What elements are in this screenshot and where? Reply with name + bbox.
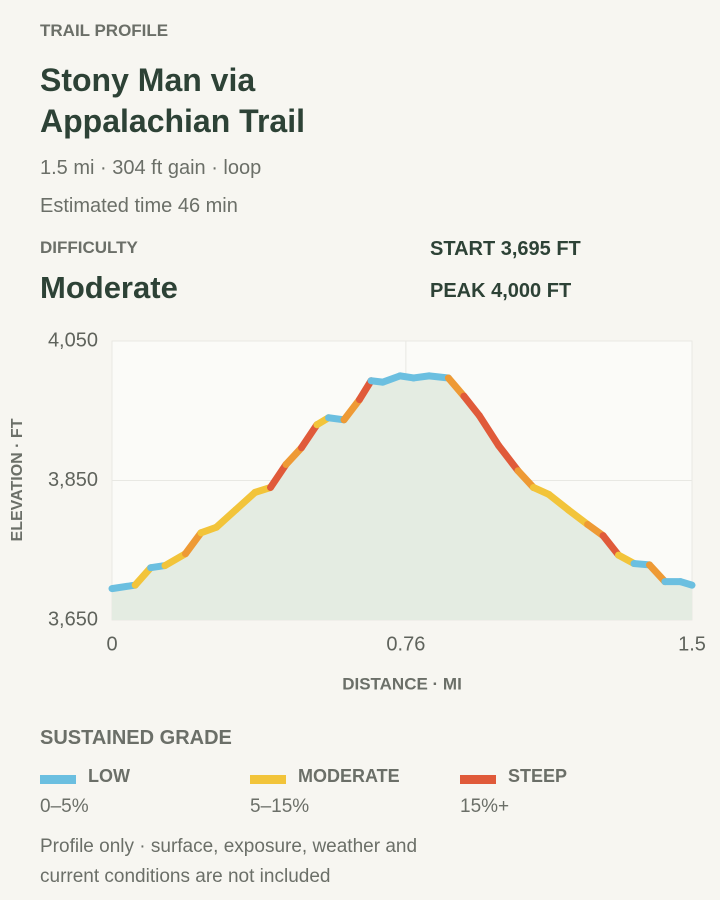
grade-segment [514, 467, 537, 491]
grade-segment [282, 444, 305, 468]
elevation-area [112, 375, 692, 620]
difficulty-value: Moderate [40, 270, 178, 305]
y-tick-label: 3,650 [48, 608, 98, 630]
grade-segment [460, 392, 483, 420]
legend-swatch [250, 775, 286, 784]
time: Estimated time 46 min [40, 195, 238, 217]
x-tick-label: 1.5 [678, 633, 706, 655]
legend-name: LOW [88, 766, 130, 786]
grade-segment [475, 412, 503, 450]
y-tick-label: 4,050 [48, 329, 98, 351]
grade-segment [267, 460, 290, 491]
grade-segment [108, 581, 139, 593]
x-axis-title: DISTANCE · MI [342, 674, 462, 693]
meta: 1.5 mi · 304 ft gain · loop [40, 157, 262, 179]
legend-swatch [460, 775, 496, 784]
grade-segment [545, 490, 572, 514]
title: Stony Man via Appalachian Trail [40, 62, 305, 139]
grade-segment [161, 550, 189, 570]
start-stat: START 3,695 FT [430, 238, 581, 260]
y-tick-label: 3,850 [48, 469, 98, 491]
grade-segment [676, 578, 696, 589]
grade-segment [340, 396, 363, 424]
grade-segment [495, 442, 522, 475]
legend-range: 0–5% [40, 796, 89, 817]
grade-segment [297, 421, 321, 452]
grade-segment [645, 561, 669, 586]
legend-range: 5–15% [250, 796, 310, 817]
footnote: Profile only · surface, exposure, weathe… [40, 836, 418, 887]
grade-segment [564, 506, 592, 528]
grade-segment [355, 377, 375, 404]
difficulty-label: DIFFICULTY [40, 238, 138, 257]
legend-range: 15%+ [460, 796, 510, 817]
grade-segment [131, 564, 155, 589]
eyebrow: TRAIL PROFILE [40, 21, 169, 40]
legend-name: MODERATE [298, 766, 400, 786]
x-tick-label: 0.76 [386, 633, 425, 655]
x-tick-label: 0 [106, 633, 117, 655]
grade-segment [599, 532, 623, 559]
grade-segment [232, 488, 259, 514]
legend-title: SUSTAINED GRADE [40, 727, 232, 749]
grade-segment [212, 506, 240, 531]
chart: ELEVATION · FT DISTANCE · MI 3,650 3,850 4… [9, 329, 706, 693]
grade-segment [181, 529, 205, 558]
y-axis-title: ELEVATION · FT [9, 418, 26, 541]
legend-name: STEEP [508, 766, 568, 786]
legend-swatch [40, 775, 76, 784]
grade-segment [444, 374, 468, 400]
peak-stat: PEAK 4,000 FT [430, 280, 572, 302]
